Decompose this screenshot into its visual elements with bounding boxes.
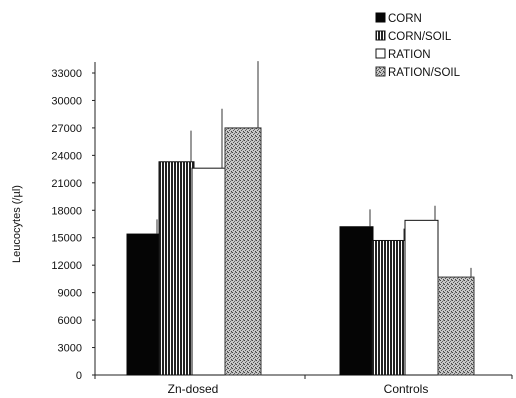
y-tick-label: 30000 — [51, 95, 82, 107]
bar-ration-controls — [404, 219, 439, 376]
bar-ration-soil-zn-dosed — [224, 127, 262, 376]
x-category-label: Controls — [384, 382, 429, 396]
y-tick-label: 27000 — [51, 123, 82, 135]
bar-ration-soil-controls — [437, 276, 475, 376]
y-tick-label: 18000 — [51, 205, 82, 217]
y-tick-label: 9000 — [58, 288, 82, 300]
bar-ration-zn-dosed — [191, 167, 226, 376]
x-category-label: Zn-dosed — [168, 382, 219, 396]
legend-swatch — [375, 30, 386, 41]
bar-corn-soil-controls — [371, 239, 408, 376]
bar-corn-controls — [339, 226, 374, 376]
legend-swatch — [375, 12, 386, 23]
legend-label: CORN — [388, 13, 422, 25]
y-tick-label: 3000 — [58, 343, 82, 355]
y-tick-label: 6000 — [58, 315, 82, 327]
y-tick-label: 0 — [76, 370, 82, 382]
legend-label: RATION/SOIL — [388, 67, 461, 79]
legend-label: RATION — [388, 49, 431, 61]
y-axis-title: Leucocytes (/µl) — [11, 185, 23, 263]
legend-swatch — [375, 48, 386, 59]
bar-corn-soil-zn-dosed — [158, 161, 195, 376]
y-tick-label: 33000 — [51, 68, 82, 80]
legend-label: CORN/SOIL — [388, 31, 452, 43]
y-tick-label: 24000 — [51, 150, 82, 162]
bar-corn-zn-dosed — [126, 233, 161, 376]
y-tick-label: 15000 — [51, 233, 82, 245]
y-tick-label: 21000 — [51, 178, 82, 190]
y-tick-label: 12000 — [51, 260, 82, 272]
legend-swatch — [375, 66, 386, 77]
